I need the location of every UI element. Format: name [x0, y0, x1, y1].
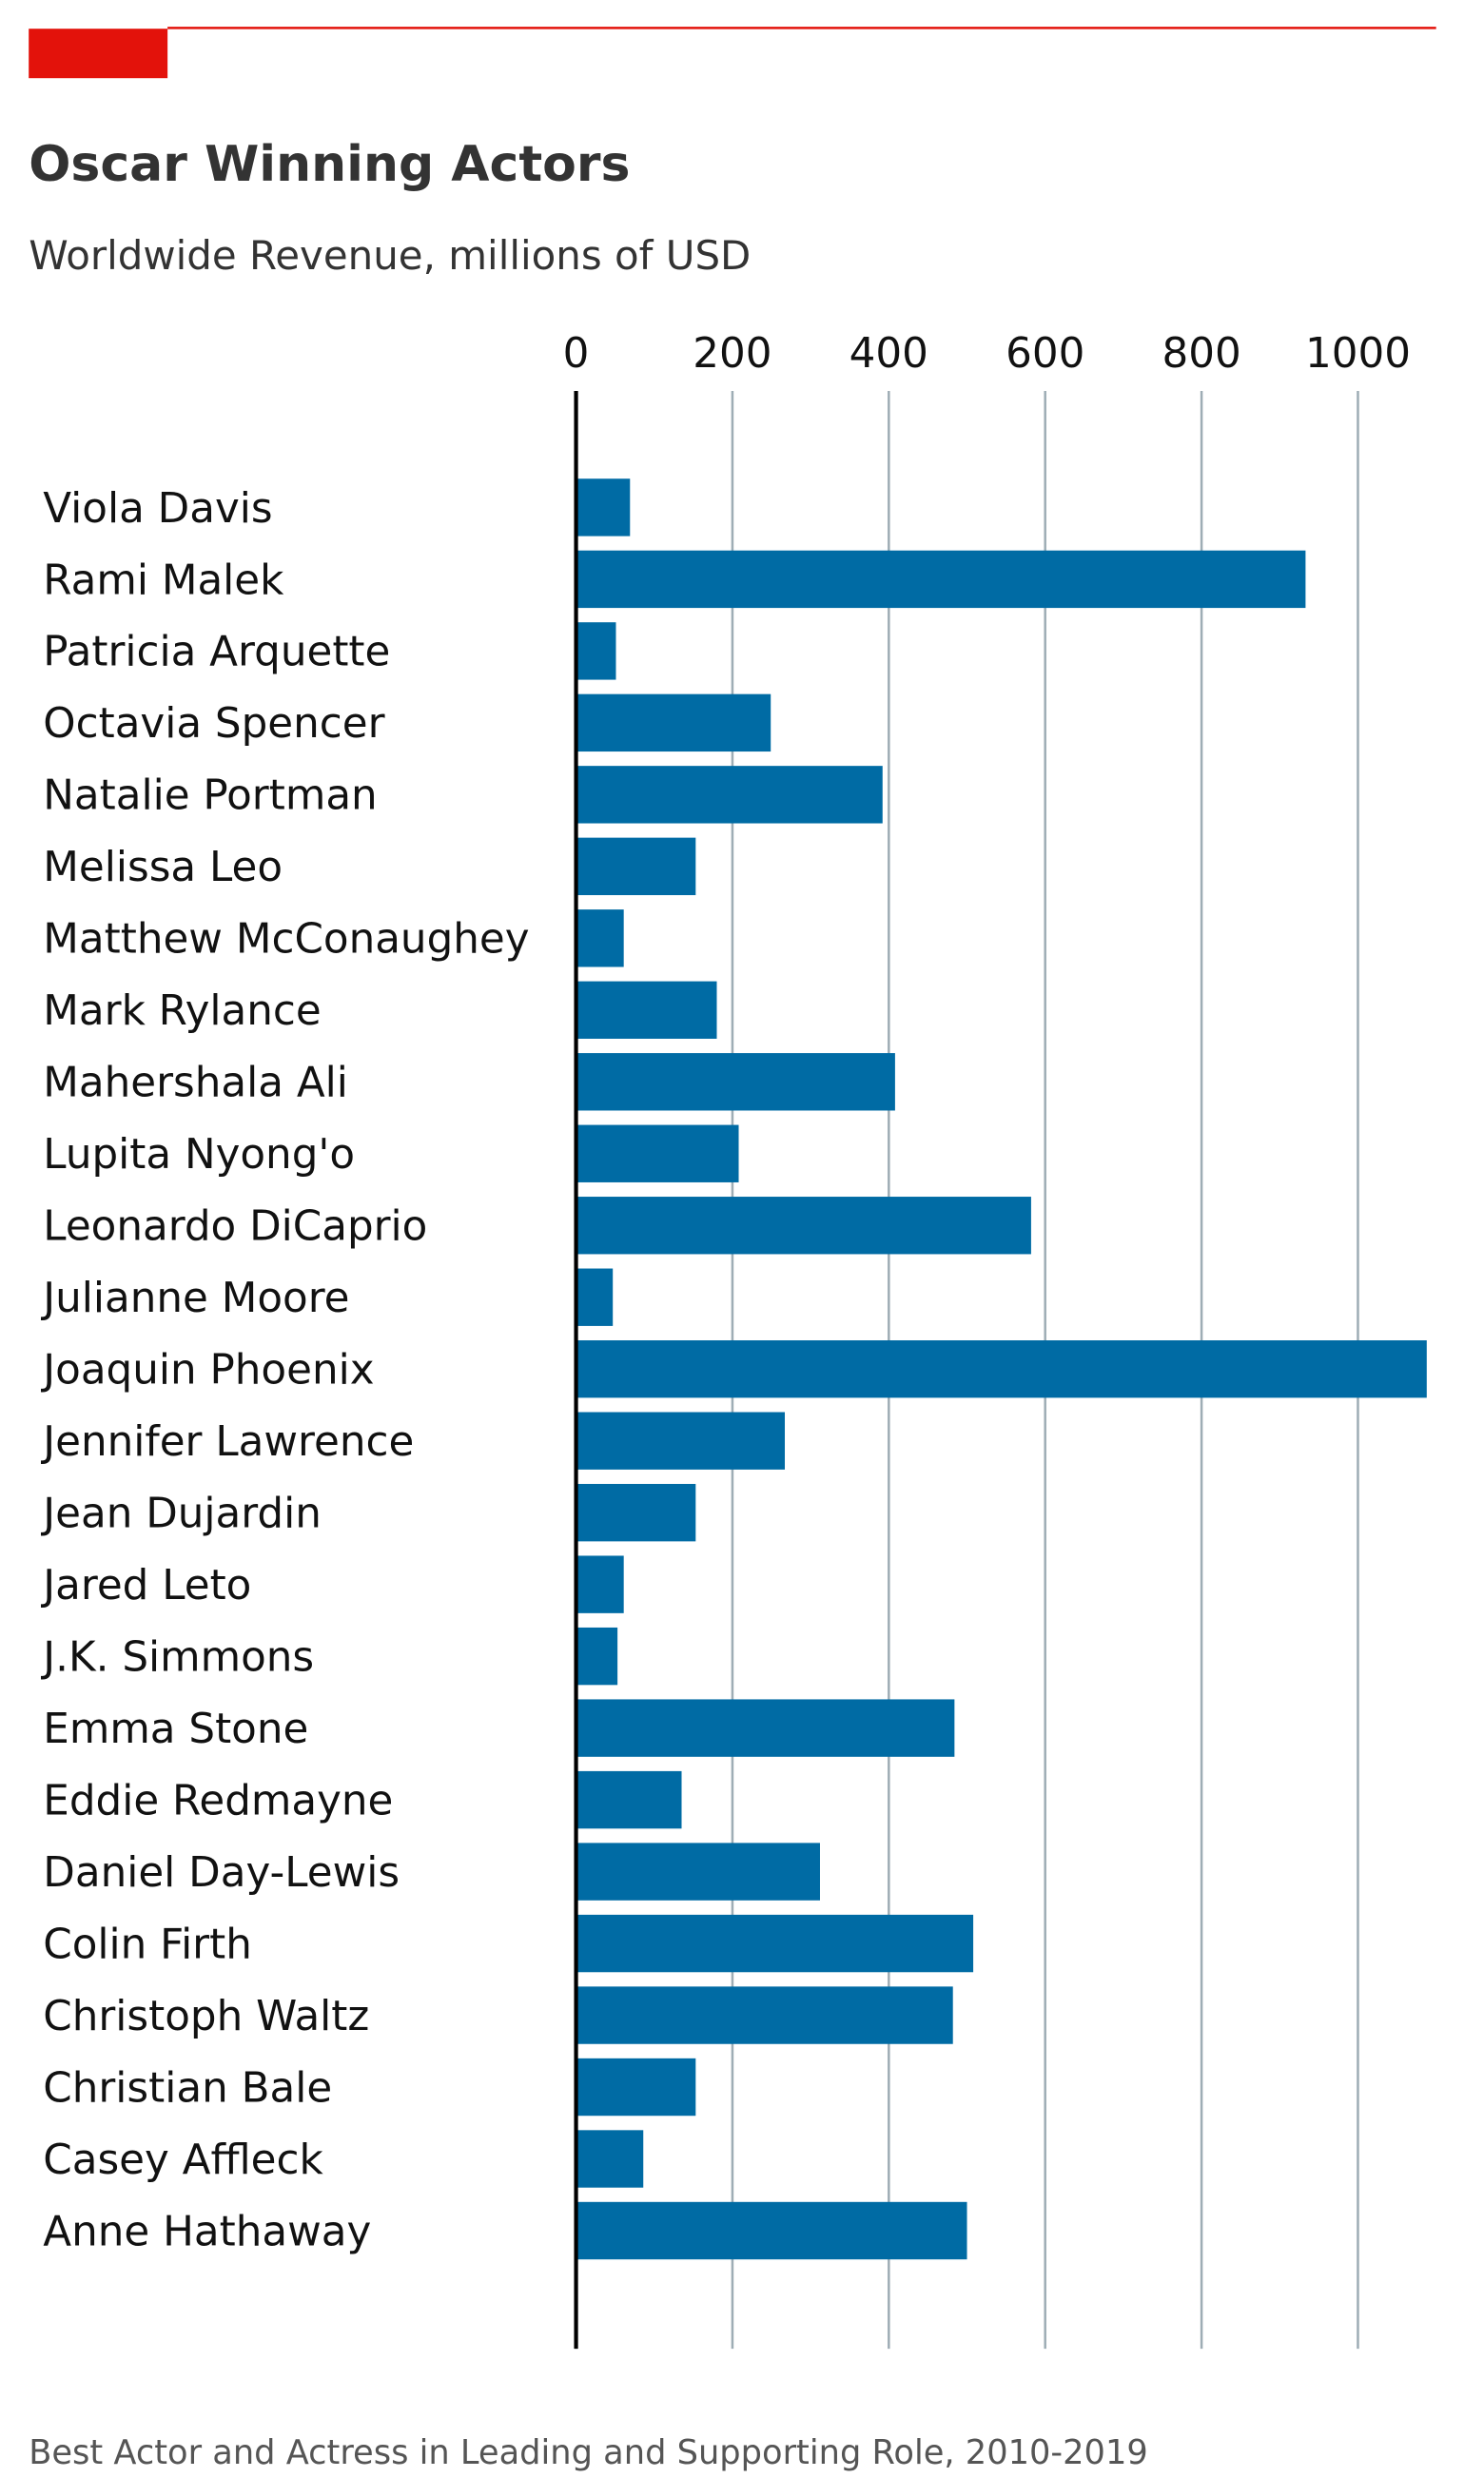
bar — [576, 2201, 967, 2260]
bar — [576, 1699, 955, 1757]
chart-subtitle: Worldwide Revenue, millions of USD — [29, 232, 751, 279]
bar — [576, 1340, 1427, 1398]
bar — [576, 1986, 953, 2044]
x-tick-label: 400 — [849, 330, 928, 378]
bar — [576, 693, 771, 752]
bar — [576, 1555, 624, 1613]
bar — [576, 1124, 739, 1182]
y-tick-label: Lupita Nyong'o — [43, 1131, 355, 1179]
bar — [576, 1268, 614, 1326]
y-tick-label: J.K. Simmons — [40, 1633, 314, 1681]
y-tick-label: Julianne Moore — [40, 1275, 349, 1322]
x-tick-label: 600 — [1006, 330, 1084, 378]
x-tick-label: 800 — [1162, 330, 1240, 378]
x-tick-label: 1000 — [1305, 330, 1411, 378]
bar — [576, 1412, 786, 1470]
bar — [576, 622, 616, 680]
chart-title: Oscar Winning Actors — [29, 136, 630, 193]
y-tick-label: Jean Dujardin — [40, 1491, 322, 1538]
y-tick-label: Christian Bale — [43, 2064, 332, 2112]
bar — [576, 1627, 618, 1686]
y-tick-label: Viola Davis — [43, 485, 272, 533]
y-tick-label: Joaquin Phoenix — [40, 1347, 374, 1395]
y-tick-label: Mahershala Ali — [43, 1060, 348, 1107]
bar — [576, 2058, 696, 2117]
x-tick-label: 200 — [693, 330, 771, 378]
y-tick-label: Christoph Waltz — [43, 1993, 369, 2040]
bar — [576, 550, 1306, 609]
x-tick-label: 0 — [563, 330, 590, 378]
y-tick-label: Melissa Leo — [43, 844, 283, 891]
bar — [576, 981, 717, 1039]
y-tick-label: Anne Hathaway — [43, 2208, 371, 2255]
y-tick-label: Daniel Day-Lewis — [43, 1849, 400, 1897]
bar — [576, 1053, 895, 1111]
bar — [576, 1843, 820, 1901]
bar — [576, 2130, 644, 2188]
y-tick-label: Eddie Redmayne — [43, 1777, 393, 1824]
y-tick-label: Octavia Spencer — [43, 700, 384, 748]
bar — [576, 909, 624, 967]
y-tick-label: Jared Leto — [40, 1562, 251, 1610]
bar — [576, 1914, 974, 1973]
y-tick-label: Casey Affleck — [43, 2137, 323, 2184]
bar — [576, 766, 883, 824]
y-tick-label: Mark Rylance — [43, 987, 321, 1035]
y-tick-label: Matthew McConaughey — [43, 916, 529, 964]
y-tick-label: Natalie Portman — [43, 772, 377, 820]
bar — [576, 1770, 682, 1829]
y-tick-label: Patricia Arquette — [43, 629, 390, 676]
y-tick-label: Jennifer Lawrence — [40, 1418, 414, 1466]
y-tick-label: Leonardo DiCaprio — [43, 1203, 427, 1251]
bar — [576, 1483, 696, 1542]
bar — [576, 478, 631, 537]
bar — [576, 837, 696, 896]
y-tick-label: Colin Firth — [43, 1921, 252, 1968]
y-tick-label: Rami Malek — [43, 556, 284, 604]
y-tick-label: Emma Stone — [43, 1706, 308, 1753]
footnote: Best Actor and Actress in Leading and Su… — [29, 2433, 1148, 2472]
brand-block — [29, 29, 168, 79]
bar — [576, 1197, 1031, 1255]
